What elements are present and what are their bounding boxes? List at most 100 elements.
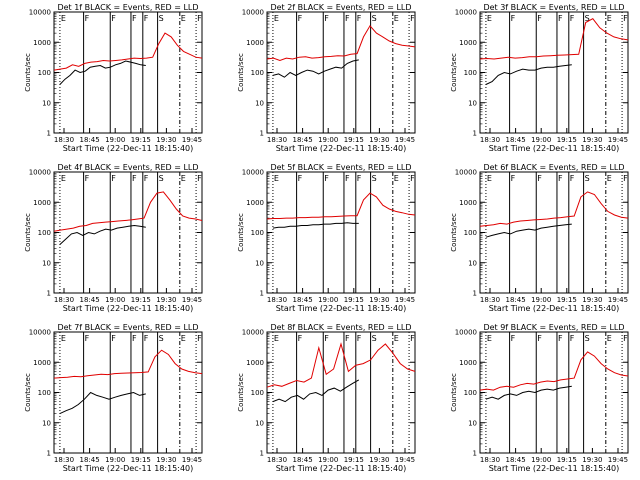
y-tick-label: 100 <box>251 229 264 237</box>
y-tick-label: 10 <box>468 259 477 267</box>
x-tick-label: 19:45 <box>608 296 628 304</box>
y-tick-label: 1000 <box>246 39 264 47</box>
event-marker-label: F <box>623 174 628 183</box>
event-marker-label: S <box>159 334 164 343</box>
x-tick-label: 19:45 <box>608 136 628 144</box>
event-marker-label: F <box>537 14 542 23</box>
event-marker-label: E <box>61 334 66 343</box>
event-marker-label: E <box>394 174 399 183</box>
x-tick-label: 18:30 <box>267 296 287 304</box>
event-marker-label: F <box>144 174 149 183</box>
event-marker-label: F <box>197 14 202 23</box>
y-axis-label: Counts/sec <box>237 213 245 252</box>
y-tick-label: 100 <box>38 69 51 77</box>
event-marker-label: F <box>85 174 90 183</box>
x-tick-label: 19:00 <box>318 296 338 304</box>
x-tick-label: 19:15 <box>131 136 151 144</box>
series-events-line <box>59 60 146 85</box>
detector-panel-2: Det 2f BLACK = Events, RED = LLD 1 10 100 10… <box>237 3 416 153</box>
series-lld-line <box>53 349 203 379</box>
y-axis-label: Counts/sec <box>237 53 245 92</box>
y-tick-label: 100 <box>38 229 51 237</box>
y-tick-label: 1 <box>260 450 264 458</box>
event-marker-label: F <box>537 334 542 343</box>
series-lld-line <box>479 18 629 60</box>
event-marker-label: F <box>570 334 575 343</box>
x-tick-label: 19:30 <box>369 456 389 464</box>
x-tick-label: 19:00 <box>531 456 551 464</box>
event-marker-label: F <box>570 174 575 183</box>
y-tick-label: 1000 <box>246 359 264 367</box>
event-marker-label: E <box>181 14 186 23</box>
y-tick-label: 1000 <box>459 199 477 207</box>
event-marker-label: S <box>372 174 377 183</box>
series-events-line <box>485 223 572 238</box>
event-marker-label: E <box>274 174 279 183</box>
event-marker-label: E <box>394 14 399 23</box>
series-lld-line <box>266 192 416 220</box>
event-marker-label: F <box>410 174 415 183</box>
event-marker-label: F <box>623 14 628 23</box>
event-marker-label: E <box>487 334 492 343</box>
x-tick-label: 19:00 <box>105 296 125 304</box>
x-axis-label: Start Time (22-Dec-11 18:15:40) <box>489 144 620 153</box>
y-tick-label: 100 <box>464 389 477 397</box>
series-events-line <box>485 64 572 85</box>
event-marker-label: F <box>558 334 563 343</box>
y-tick-label: 10 <box>255 99 264 107</box>
event-marker-label: F <box>511 14 516 23</box>
event-marker-label: F <box>357 174 362 183</box>
event-marker-label: F <box>345 174 350 183</box>
y-axis-label: Counts/sec <box>450 53 458 92</box>
series-events-line <box>59 391 146 415</box>
y-tick-label: 1000 <box>459 359 477 367</box>
event-marker-label: F <box>111 334 116 343</box>
y-tick-label: 1000 <box>33 39 51 47</box>
event-marker-label: F <box>623 334 628 343</box>
x-tick-label: 18:30 <box>480 136 500 144</box>
event-marker-label: F <box>144 14 149 23</box>
event-marker-label: F <box>357 334 362 343</box>
event-marker-label: S <box>585 174 590 183</box>
x-tick-label: 19:30 <box>369 296 389 304</box>
y-axis-label: Counts/sec <box>24 373 32 412</box>
y-tick-label: 10000 <box>242 329 264 337</box>
event-marker-label: F <box>537 174 542 183</box>
event-marker-label: E <box>181 334 186 343</box>
y-tick-label: 1000 <box>246 199 264 207</box>
event-marker-label: F <box>111 14 116 23</box>
y-tick-label: 10 <box>42 419 51 427</box>
event-marker-label: F <box>144 334 149 343</box>
x-tick-label: 18:45 <box>80 136 100 144</box>
event-marker-label: F <box>558 174 563 183</box>
x-tick-label: 19:30 <box>156 136 176 144</box>
y-axis-label: Counts/sec <box>24 53 32 92</box>
x-tick-label: 19:30 <box>582 296 602 304</box>
x-tick-label: 19:15 <box>344 136 364 144</box>
x-tick-label: 19:15 <box>557 136 577 144</box>
event-marker-label: F <box>298 174 303 183</box>
x-tick-label: 19:15 <box>557 456 577 464</box>
panel-title: Det 1f BLACK = Events, RED = LLD <box>57 3 198 12</box>
event-marker-label: F <box>345 334 350 343</box>
y-tick-label: 1 <box>473 450 477 458</box>
x-tick-label: 18:30 <box>480 456 500 464</box>
event-marker-label: S <box>159 14 164 23</box>
x-tick-label: 19:00 <box>105 136 125 144</box>
y-tick-label: 1 <box>260 130 264 138</box>
x-tick-label: 19:45 <box>608 456 628 464</box>
detector-panel-3: Det 3f BLACK = Events, RED = LLD 1 10 100 10… <box>450 3 629 153</box>
event-marker-label: S <box>585 334 590 343</box>
event-marker-label: F <box>511 174 516 183</box>
panel-title: Det 4f BLACK = Events, RED = LLD <box>57 163 198 172</box>
y-tick-label: 1000 <box>33 359 51 367</box>
event-marker-label: S <box>585 14 590 23</box>
series-lld-line <box>266 342 416 388</box>
detector-panel-4: Det 4f BLACK = Events, RED = LLD 1 10 100 10… <box>24 163 203 313</box>
panel-title: Det 8f BLACK = Events, RED = LLD <box>270 323 411 332</box>
panel-title: Det 9f BLACK = Events, RED = LLD <box>483 323 624 332</box>
panel-title: Det 3f BLACK = Events, RED = LLD <box>483 3 624 12</box>
detector-panel-8: Det 8f BLACK = Events, RED = LLD 1 10 100 10… <box>237 323 416 473</box>
y-tick-label: 10000 <box>455 9 477 17</box>
